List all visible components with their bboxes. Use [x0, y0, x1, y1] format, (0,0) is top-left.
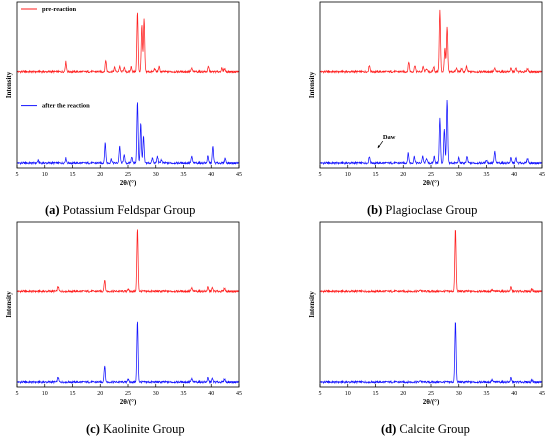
series-line-a-pre	[16, 12, 240, 75]
x-tick-label-c-20: 20	[97, 391, 103, 397]
x-tick-label-d-15: 15	[373, 391, 379, 397]
x-tick-label-b-5: 5	[319, 172, 322, 178]
x-tick-label-a-40: 40	[208, 172, 214, 178]
x-tick-label-c-45: 45	[236, 391, 242, 397]
annotation-arrowhead-b-0	[377, 145, 381, 149]
x-tick-label-a-35: 35	[181, 172, 187, 178]
x-tick-label-b-45: 45	[539, 172, 545, 178]
caption-b-letter: (b)	[367, 203, 383, 217]
caption-c-text: Kaolinite Group	[103, 422, 185, 436]
caption-a-letter: (a)	[45, 203, 60, 217]
plot-frame-d	[319, 221, 543, 388]
x-tick-label-d-45: 45	[539, 391, 545, 397]
x-tick-label-c-10: 10	[42, 391, 48, 397]
x-tick-label-c-25: 25	[125, 391, 131, 397]
caption-a: (a) Potassium Feldspar Group	[45, 203, 195, 218]
caption-b: (b) Plagioclase Group	[367, 203, 477, 218]
x-tick-label-b-10: 10	[345, 172, 351, 178]
plot-frame-b	[319, 1, 543, 169]
caption-d: (d) Calcite Group	[381, 422, 470, 437]
x-tick-label-b-25: 25	[428, 172, 434, 178]
series-line-b-pre	[319, 9, 543, 75]
x-tick-label-a-30: 30	[153, 172, 159, 178]
caption-c-letter: (c)	[86, 422, 100, 436]
x-tick-label-d-20: 20	[400, 391, 406, 397]
x-tick-label-c-5: 5	[16, 391, 19, 397]
legend-label-after: after the reaction	[42, 103, 90, 110]
panel-a: 5 10 15 20 25 30 35 40 45 2θ/(°) Intensity pre-reac…	[5, 1, 242, 187]
x-axis-label-c: 2θ/(°)	[120, 398, 137, 406]
x-tick-label-d-10: 10	[345, 391, 351, 397]
caption-c: (c) Kaolinite Group	[86, 422, 185, 437]
x-tick-label-d-35: 35	[484, 391, 490, 397]
x-tick-label-c-35: 35	[181, 391, 187, 397]
y-axis-label-b: Intensity	[308, 71, 316, 98]
x-tick-label-d-40: 40	[511, 391, 517, 397]
x-tick-label-b-15: 15	[373, 172, 379, 178]
x-tick-label-d-5: 5	[319, 391, 322, 397]
panel-b: 5 10 15 20 25 30 35 40 45 2θ/(°) Intensity Daw	[308, 1, 545, 187]
x-tick-label-d-30: 30	[456, 391, 462, 397]
x-axis-label-b: 2θ/(°)	[423, 179, 440, 187]
caption-b-text: Plagioclase Group	[385, 203, 478, 217]
series-line-a-after	[16, 102, 240, 166]
series-line-b-after	[319, 99, 543, 166]
annotation-b-0: Daw	[383, 134, 396, 141]
x-tick-label-b-30: 30	[456, 172, 462, 178]
panel-c: 5 10 15 20 25 30 35 40 45 2θ/(°) Intensity	[5, 221, 242, 406]
y-axis-label-d: Intensity	[308, 291, 316, 318]
plot-frame-c	[16, 221, 240, 388]
y-axis-label-a: Intensity	[5, 71, 13, 98]
series-line-c-after	[16, 321, 240, 385]
x-tick-label-c-40: 40	[208, 391, 214, 397]
x-tick-label-b-20: 20	[400, 172, 406, 178]
series-line-d-pre	[319, 229, 543, 294]
x-tick-label-b-35: 35	[484, 172, 490, 178]
x-tick-label-a-25: 25	[125, 172, 131, 178]
x-axis-label-a: 2θ/(°)	[120, 179, 137, 187]
x-tick-label-a-15: 15	[70, 172, 76, 178]
caption-a-text: Potassium Feldspar Group	[62, 203, 196, 217]
x-tick-label-a-45: 45	[236, 172, 242, 178]
panel-d: 5 10 15 20 25 30 35 40 45 2θ/(°) Intensity	[308, 221, 545, 406]
x-tick-label-c-15: 15	[70, 391, 76, 397]
x-axis-label-d: 2θ/(°)	[423, 398, 440, 406]
x-tick-label-a-5: 5	[16, 172, 19, 178]
series-line-d-after	[319, 322, 543, 385]
series-line-c-pre	[16, 229, 240, 294]
y-axis-label-c: Intensity	[5, 291, 13, 318]
plot-frame-a	[16, 1, 240, 169]
x-tick-label-a-20: 20	[97, 172, 103, 178]
x-tick-label-b-40: 40	[511, 172, 517, 178]
x-tick-label-a-10: 10	[42, 172, 48, 178]
x-tick-label-d-25: 25	[428, 391, 434, 397]
caption-d-text: Calcite Group	[399, 422, 470, 436]
x-tick-label-c-30: 30	[153, 391, 159, 397]
legend-label-pre: pre-reaction	[42, 6, 76, 13]
caption-d-letter: (d)	[381, 422, 397, 436]
